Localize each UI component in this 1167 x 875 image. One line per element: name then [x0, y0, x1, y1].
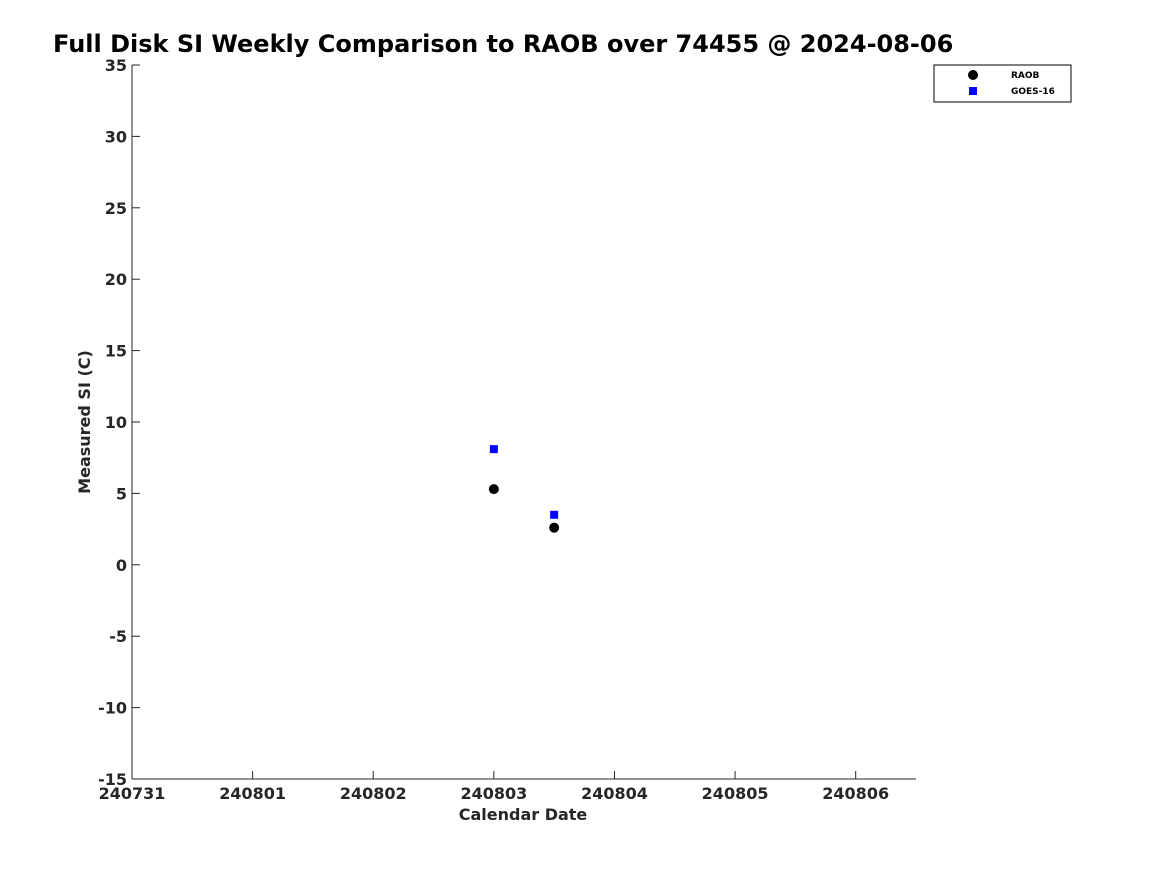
y-axis-label: Measured SI (C) — [75, 350, 94, 494]
y-tick-label: 5 — [116, 484, 127, 503]
y-tick-label: -5 — [109, 627, 127, 646]
legend-goes-marker — [969, 87, 977, 95]
legend-label: GOES-16 — [1011, 87, 1055, 97]
y-tick-label: 10 — [105, 413, 127, 432]
y-tick-label: 35 — [105, 56, 127, 75]
goes-point — [550, 510, 559, 519]
legend: RAOB GOES-16 — [933, 64, 1072, 103]
legend-raob-marker — [968, 70, 978, 80]
raob-point — [488, 484, 499, 495]
goes-point — [489, 445, 498, 454]
x-tick-label: 240804 — [581, 784, 648, 803]
x-tick-label: 240731 — [99, 784, 166, 803]
x-tick-label: 240801 — [219, 784, 286, 803]
data-marks — [488, 445, 560, 533]
tick-marks: -15 -10 -5 0 5 10 15 20 25 30 35 240731 240801 240802… — [98, 56, 889, 803]
x-tick-label: 240803 — [460, 784, 527, 803]
y-tick-label: 30 — [105, 127, 127, 146]
legend-box — [933, 64, 1072, 103]
y-tick-label: 20 — [105, 270, 127, 289]
x-tick-label: 240802 — [340, 784, 407, 803]
y-tick-label: -10 — [98, 699, 127, 718]
axes — [131, 65, 916, 780]
raob-point — [549, 522, 560, 533]
y-tick-label: 25 — [105, 199, 127, 218]
legend-label: RAOB — [1011, 71, 1040, 81]
y-tick-label: -15 — [98, 770, 127, 789]
x-tick-label: 240806 — [822, 784, 889, 803]
y-tick-label: 0 — [116, 556, 127, 575]
y-tick-label: 15 — [105, 342, 127, 361]
x-tick-label: 240805 — [702, 784, 769, 803]
x-axis-label: Calendar Date — [459, 805, 588, 824]
chart-title: Full Disk SI Weekly Comparison to RAOB o… — [53, 30, 953, 58]
